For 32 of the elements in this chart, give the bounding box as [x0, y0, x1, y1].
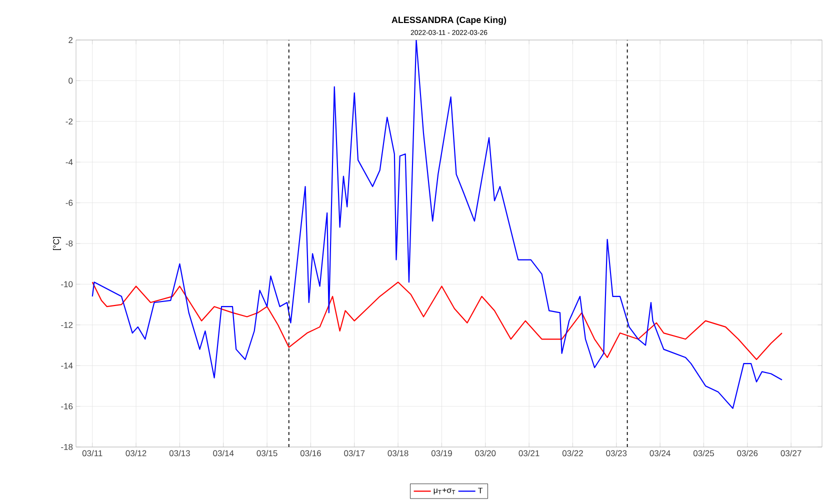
- x-tick-label: 03/14: [213, 450, 234, 456]
- y-tick-label: 0: [68, 78, 73, 84]
- x-tick-label: 03/16: [300, 450, 321, 456]
- x-tick-label: 03/13: [169, 450, 190, 456]
- y-tick-label: 2: [68, 37, 73, 43]
- x-tick-label: 03/12: [126, 450, 146, 456]
- y-tick-label: -16: [61, 403, 73, 410]
- y-tick-label: -4: [66, 159, 73, 166]
- y-axis-title: [°C]: [52, 237, 61, 250]
- x-tick-label: 03/11: [82, 450, 102, 456]
- y-tick-label: -14: [61, 362, 73, 369]
- x-tick-label: 03/17: [344, 450, 365, 456]
- x-tick-label: 03/21: [518, 450, 540, 456]
- x-tick-label: 03/22: [562, 450, 583, 456]
- y-tick-label: -2: [66, 118, 73, 124]
- x-tick-label: 03/27: [780, 450, 802, 456]
- line-series: [92, 282, 783, 360]
- y-tick-label: -12: [61, 322, 73, 328]
- y-tick-label: -10: [61, 281, 73, 288]
- x-tick-label: 03/25: [693, 450, 714, 456]
- y-tick-label: -6: [66, 200, 73, 206]
- x-tick-label: 03/26: [737, 450, 758, 456]
- x-tick-label: 03/18: [388, 450, 408, 456]
- y-tick-label: -8: [66, 240, 73, 246]
- chart-title: ALESSANDRA (Cape King): [392, 16, 506, 25]
- x-tick-label: 03/19: [431, 450, 452, 456]
- x-tick-label: 03/23: [606, 450, 627, 456]
- line-series: [92, 40, 783, 409]
- x-tick-label: 03/15: [256, 450, 278, 456]
- y-tick-label: -18: [61, 444, 73, 450]
- x-tick-label: 03/24: [650, 450, 670, 456]
- x-tick-label: 03/20: [475, 450, 496, 456]
